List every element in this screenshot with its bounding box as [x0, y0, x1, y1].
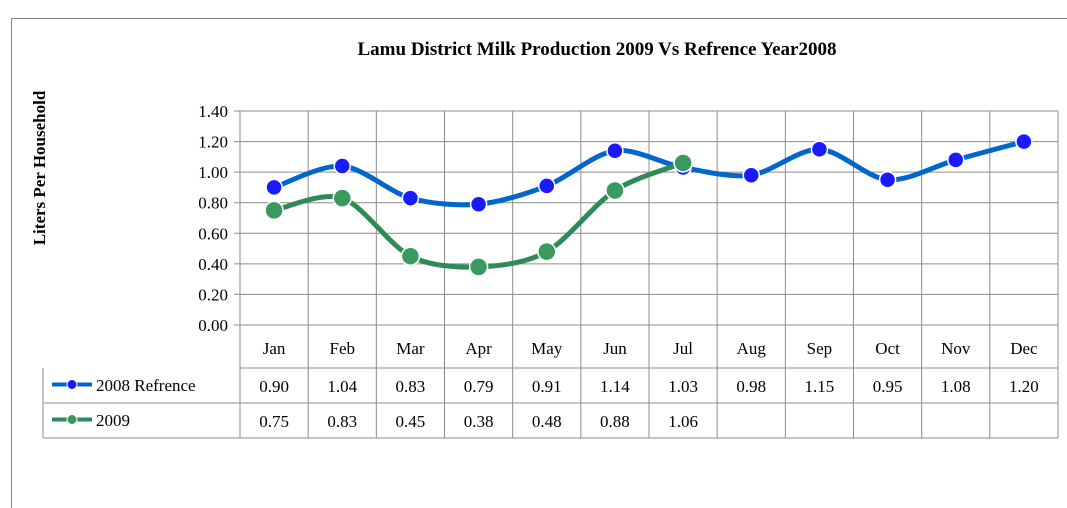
- table-cell-value: 1.04: [327, 377, 357, 396]
- legend-entry: 2009: [96, 411, 130, 430]
- legend-key-marker: [66, 379, 78, 390]
- x-tick-label: Jul: [673, 339, 693, 358]
- table-cell-value: 0.48: [532, 412, 562, 431]
- x-tick-label: Jan: [263, 339, 286, 358]
- data-point: [332, 188, 352, 208]
- data-point: [606, 141, 624, 160]
- table-cell-value: 0.90: [259, 377, 289, 396]
- x-tick-label: Jun: [603, 339, 627, 358]
- chart-title: Lamu District Milk Production 2009 Vs Re…: [358, 39, 837, 60]
- table-cell-value: 0.95: [873, 377, 903, 396]
- table-cell-value: 0.88: [600, 412, 630, 431]
- table-cell-value: 0.91: [532, 377, 562, 396]
- data-point: [742, 166, 760, 184]
- table-cell-value: 1.15: [805, 377, 835, 396]
- y-axis-label: Liters Per Household: [30, 90, 49, 245]
- data-point: [265, 178, 283, 197]
- y-tick-label: 0.40: [198, 255, 228, 274]
- table-cell-value: 0.98: [736, 377, 766, 396]
- data-point: [947, 151, 965, 169]
- x-tick-label: Mar: [396, 339, 425, 358]
- grid: [234, 110, 1059, 326]
- table-cell-value: 0.79: [464, 377, 494, 396]
- table-cell-value: 0.83: [327, 412, 357, 431]
- data-point: [401, 189, 420, 207]
- table-cell-value: 1.08: [941, 377, 971, 396]
- y-tick-label: 1.00: [198, 163, 228, 182]
- data-table: Jan Feb Mar Apr May Jun Jul Aug Sep Oct Nov Dec 2008…: [42, 325, 1059, 439]
- data-point: [673, 153, 693, 173]
- data-point: [469, 195, 488, 213]
- table-cell-value: 0.75: [259, 412, 289, 431]
- data-point: [605, 180, 625, 201]
- x-tick-label: Dec: [1010, 339, 1038, 358]
- data-point: [538, 177, 556, 195]
- y-tick-label: 0.00: [198, 316, 228, 335]
- chart-frame: [11, 18, 1067, 508]
- x-tick-label: Oct: [875, 339, 900, 358]
- legend-key-marker: [66, 414, 78, 425]
- x-tick-label: Aug: [737, 339, 767, 358]
- data-point: [400, 246, 421, 266]
- table-cell-value: 1.03: [668, 377, 698, 396]
- table-cell-value: 0.38: [464, 412, 494, 431]
- y-tick-label: 1.40: [198, 102, 228, 121]
- data-point: [810, 140, 829, 158]
- x-tick-label: Sep: [807, 339, 833, 358]
- table-cell-value: 0.45: [396, 412, 426, 431]
- table-cell-value: 1.20: [1009, 377, 1039, 396]
- legend-entry: 2008 Refrence: [96, 376, 196, 395]
- x-tick-label: Nov: [941, 339, 971, 358]
- table-cell-value: 1.14: [600, 377, 630, 396]
- y-tick-label: 1.20: [198, 133, 228, 152]
- y-tick-label: 0.20: [198, 285, 228, 304]
- x-tick-label: Apr: [465, 339, 492, 358]
- table-cell-value: 0.83: [396, 377, 426, 396]
- data-point: [333, 157, 351, 175]
- y-axis-ticks: 0.00 0.20 0.40 0.60 0.80 1.00 1.20 1.40: [198, 102, 228, 335]
- series-lines: [264, 132, 1033, 277]
- data-point: [1015, 132, 1033, 151]
- data-point: [878, 171, 897, 189]
- x-tick-label: Feb: [330, 339, 356, 358]
- x-tick-label: May: [531, 339, 563, 358]
- y-tick-label: 0.80: [198, 194, 228, 213]
- data-point: [537, 241, 557, 262]
- y-tick-label: 0.60: [198, 224, 228, 243]
- data-point: [468, 257, 489, 277]
- table-cell-value: 1.06: [668, 412, 698, 431]
- data-point: [264, 200, 284, 221]
